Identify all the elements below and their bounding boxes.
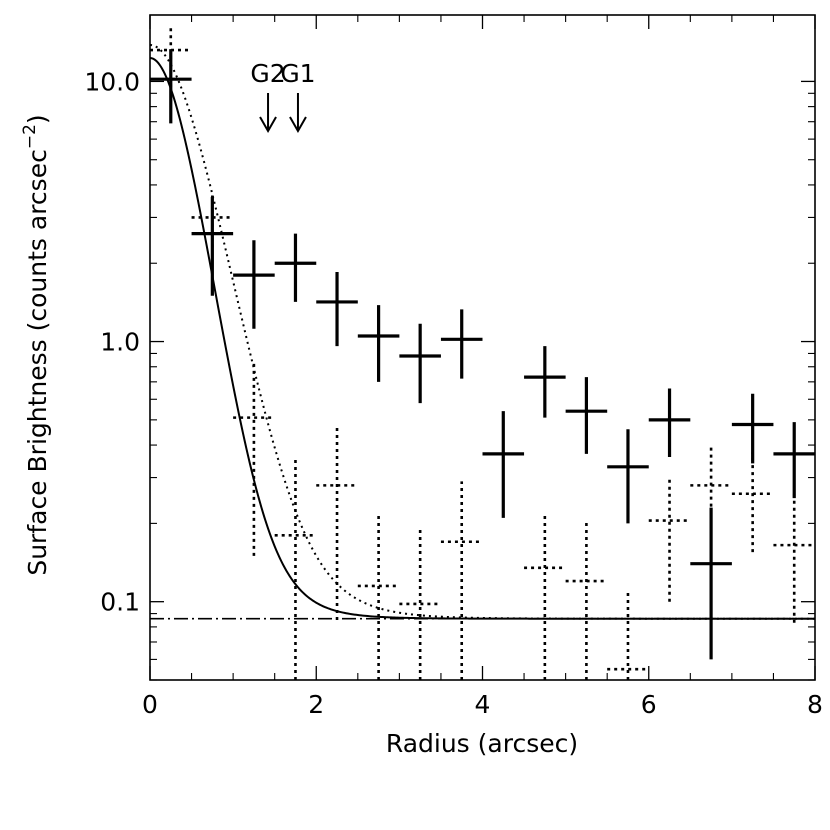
x-tick-label: 6: [641, 690, 657, 719]
y-axis-label-superscript: −2: [20, 124, 40, 149]
solid-data-point: [565, 377, 608, 454]
dotted-data-point: [399, 526, 441, 680]
solid-data-point: [316, 272, 358, 347]
down-arrow-head-icon: [289, 116, 307, 134]
dotted-data-point: [440, 481, 483, 680]
y-axis-label-close: ): [23, 114, 52, 124]
solid-data-point: [357, 305, 400, 382]
dotted-data-point: [565, 520, 608, 680]
dotted-data-point: [357, 512, 400, 680]
y-axis-label-main: Surface Brightness (counts arcsec: [23, 149, 52, 576]
solid-data-point: [690, 507, 732, 660]
solid-data-point: [233, 240, 275, 329]
dotted-data-point: [731, 452, 774, 553]
solid-data-point: [731, 393, 774, 464]
dotted-data-point: [690, 445, 732, 549]
y-tick-label: 10.0: [84, 67, 140, 96]
y-axis-label: Surface Brightness (counts arcsec−2): [20, 114, 52, 575]
solid-data-point: [524, 346, 566, 418]
dotted-data-point: [150, 28, 192, 88]
y-tick-label: 1.0: [100, 328, 140, 357]
annotation-label-g2: G2: [250, 59, 285, 88]
down-arrow-head-icon: [259, 116, 277, 134]
dotted-data-point: [648, 479, 691, 602]
solid-data-point: [399, 323, 441, 404]
solid-data-point: [274, 233, 317, 302]
dotted-data-point: [274, 456, 317, 680]
solid-data-point: [648, 388, 691, 457]
x-tick-label: 4: [475, 690, 491, 719]
solid-data-point: [773, 422, 815, 499]
x-tick-label: 2: [308, 690, 324, 719]
dotted-data-point: [773, 493, 815, 623]
annotation-label-g1: G1: [280, 59, 315, 88]
solid-data-point: [607, 429, 649, 524]
dotted-data-point: [316, 424, 358, 621]
solid-data-point: [482, 411, 525, 518]
dotted-data-point: [607, 590, 649, 680]
dotted-data-point: [191, 192, 234, 248]
solid-data-point: [440, 309, 483, 379]
model-curve-dotted: [150, 44, 815, 620]
y-tick-label: 0.1: [100, 588, 140, 617]
x-tick-label: 0: [142, 690, 158, 719]
dotted-data-point: [233, 359, 275, 556]
x-tick-label: 8: [807, 690, 823, 719]
dotted-data-point: [524, 512, 566, 680]
x-axis-label: Radius (arcsec): [386, 729, 578, 758]
